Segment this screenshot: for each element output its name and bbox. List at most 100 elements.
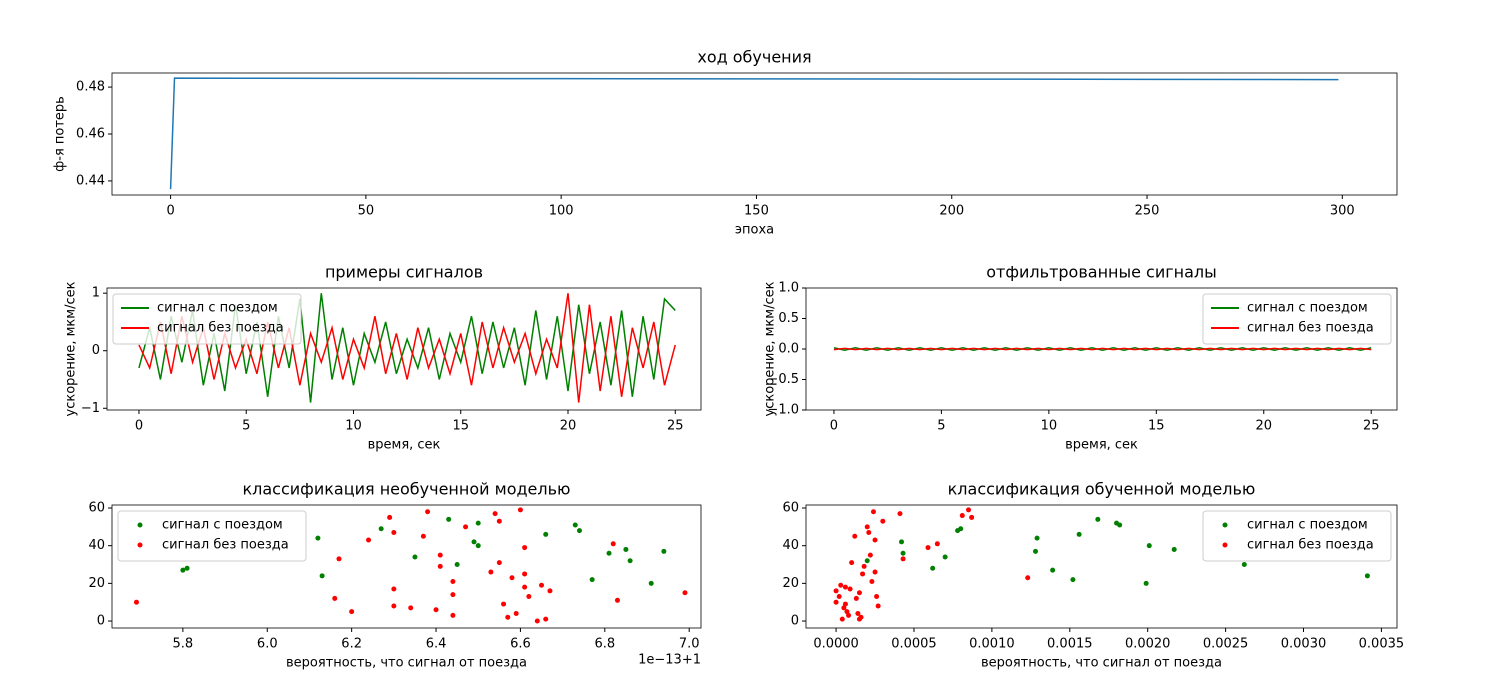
y-tick-label: 40: [782, 538, 799, 553]
point: [648, 580, 654, 586]
point: [391, 603, 397, 609]
point: [856, 590, 862, 596]
x-tick-label: 100: [549, 204, 574, 219]
x-tick-label: 10: [345, 419, 362, 434]
point: [942, 554, 948, 560]
legend: сигнал с поездом сигнал без поезда: [1202, 293, 1392, 345]
point: [319, 573, 325, 579]
point: [471, 539, 477, 545]
legend: сигнал с поездом сигнал без поезда: [117, 510, 307, 562]
x-tick-label: 0.0005: [891, 637, 937, 652]
line: [138, 293, 676, 403]
point: [966, 507, 972, 513]
point: [446, 516, 452, 522]
y-tick-label: 60: [88, 501, 105, 516]
x-tick-label: 5: [937, 419, 945, 434]
point: [450, 592, 456, 598]
x-tick-label: 0.0030: [1281, 637, 1327, 652]
y-tick-label: 60: [782, 501, 799, 516]
point: [959, 513, 965, 519]
point: [391, 530, 397, 536]
point: [872, 537, 878, 543]
point: [437, 552, 443, 558]
point: [522, 545, 528, 551]
point: [1050, 567, 1056, 573]
y-axis-label: ф-я потерь: [53, 96, 68, 172]
point: [899, 539, 905, 545]
x-tick-label: 6.4: [426, 637, 447, 652]
point: [969, 514, 975, 520]
point: [842, 584, 848, 590]
point: [866, 530, 872, 536]
point: [184, 565, 190, 571]
point: [180, 567, 186, 573]
point: [1143, 580, 1149, 586]
point: [852, 533, 858, 539]
x-tick-label: 0.0000: [813, 637, 859, 652]
point: [547, 588, 553, 594]
point: [606, 550, 612, 556]
x-tick-label: 0: [166, 204, 174, 219]
x-tick-label: 20: [560, 419, 577, 434]
point: [433, 607, 439, 613]
point: [378, 526, 384, 532]
point: [610, 541, 616, 547]
legend-box: [117, 510, 307, 562]
legend-swatch: [1222, 522, 1228, 528]
point: [1146, 543, 1152, 549]
legend-label: сигнал без поезда: [162, 538, 289, 553]
chart-title: отфильтрованные сигналы: [986, 263, 1217, 282]
point: [539, 582, 545, 588]
y-tick-label: 1: [92, 286, 100, 301]
y-tick-label: 1.0: [778, 281, 799, 296]
x-tick-label: 15: [1148, 419, 1165, 434]
point: [589, 577, 595, 583]
axes-frame: [805, 287, 1398, 411]
point: [475, 543, 481, 549]
point: [623, 546, 629, 552]
point: [833, 599, 839, 605]
point: [849, 560, 855, 566]
x-axis-label: вероятность, что сигнал от поезда: [286, 656, 527, 671]
point: [1171, 546, 1177, 552]
point: [861, 563, 867, 569]
point: [1364, 573, 1370, 579]
point: [870, 509, 876, 515]
point: [526, 594, 532, 600]
point: [572, 522, 578, 528]
point: [841, 605, 847, 611]
y-tick-label: 20: [782, 576, 799, 591]
point: [420, 533, 426, 539]
point: [858, 614, 864, 620]
point: [366, 537, 372, 543]
point: [437, 563, 443, 569]
point: [425, 509, 431, 515]
point: [839, 616, 845, 622]
point: [501, 601, 507, 607]
y-tick-label: 0.44: [76, 173, 105, 188]
point: [874, 594, 880, 600]
point: [315, 535, 321, 541]
x-tick-label: 6.0: [257, 637, 278, 652]
x-tick-label: 50: [358, 204, 375, 219]
x-tick-label: 5.8: [173, 637, 194, 652]
point: [842, 601, 848, 607]
point: [900, 550, 906, 556]
x-tick-label: 0.0035: [1359, 637, 1405, 652]
point: [864, 558, 870, 564]
point: [133, 599, 139, 605]
point: [450, 578, 456, 584]
point: [1241, 562, 1247, 568]
point: [897, 511, 903, 517]
point: [853, 595, 859, 601]
x-tick-label: 0: [830, 419, 838, 434]
point: [505, 614, 511, 620]
point: [930, 565, 936, 571]
x-tick-label: 250: [1135, 204, 1160, 219]
legend-box: [1202, 293, 1392, 345]
x-axis-label: вероятность, что сигнал от поезда: [981, 656, 1222, 671]
legend-box: [1202, 510, 1392, 562]
axes-frame: [111, 504, 702, 629]
x-axis-label: время, сек: [368, 438, 441, 453]
point: [875, 603, 881, 609]
